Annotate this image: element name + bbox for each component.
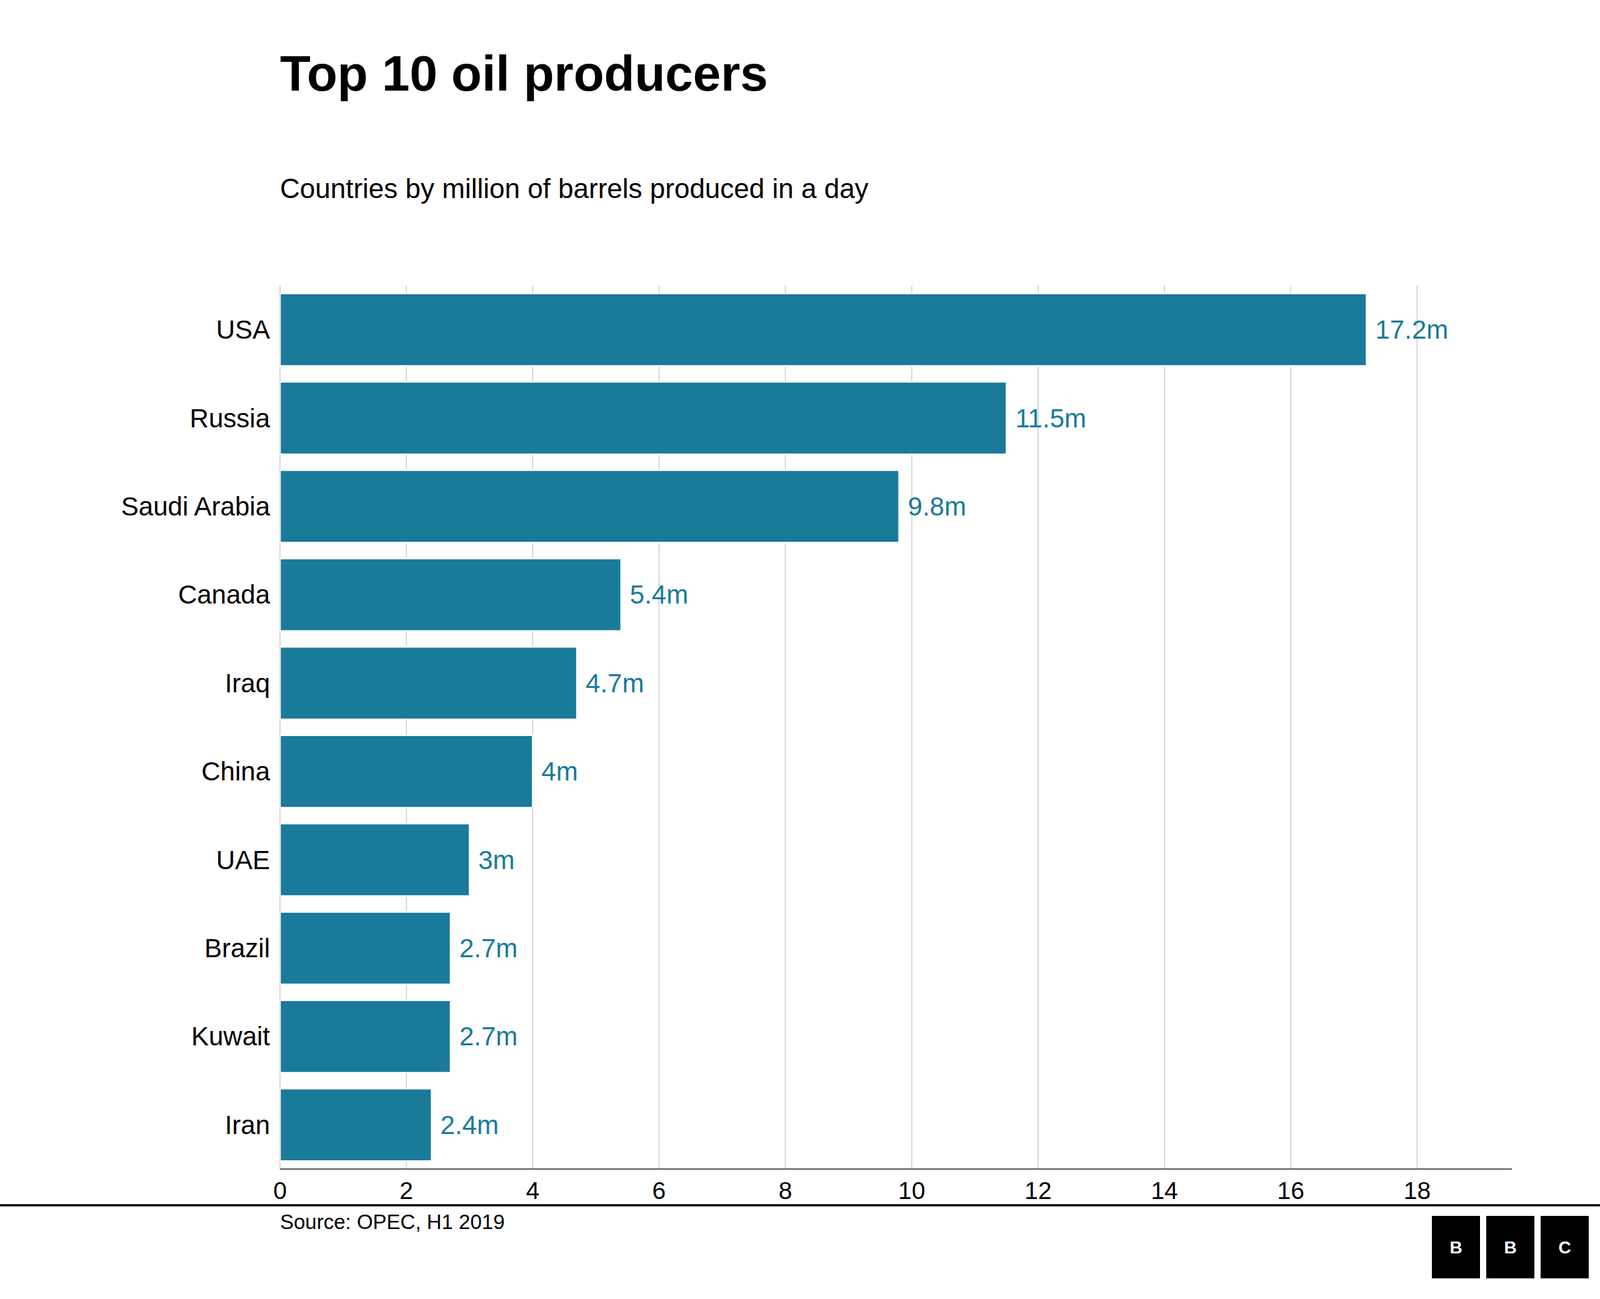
title: Top 10 oil producers [280, 45, 769, 102]
y-tick-label: USA [216, 315, 270, 345]
x-tick-label: 4 [525, 1177, 540, 1205]
y-tick-label: Saudi Arabia [121, 491, 271, 522]
logo-letter: B [1449, 1238, 1462, 1258]
subtitle: Countries by million of barrels produced… [280, 173, 869, 204]
y-tick-label: Russia [190, 403, 271, 434]
x-tick-label: 14 [1150, 1177, 1178, 1205]
y-tick-label: Iran [225, 1110, 270, 1140]
y-tick-label: Kuwait [191, 1021, 270, 1052]
data-label: 3m [478, 845, 515, 875]
logo-letter: B [1503, 1238, 1517, 1258]
bar [280, 293, 1367, 367]
y-tick-label: UAE [216, 845, 270, 875]
data-label: 4m [541, 756, 578, 787]
separator [0, 1204, 1600, 1207]
logo-box [1431, 1216, 1480, 1279]
bar [280, 1000, 451, 1074]
bar [280, 1088, 432, 1162]
y-tick-label: Canada [178, 580, 271, 610]
bar [280, 558, 622, 632]
bar [280, 381, 1007, 455]
x-tick-label: 10 [898, 1177, 925, 1205]
source: Source: OPEC, H1 2019 [280, 1210, 505, 1234]
data-label: 17.2m [1375, 315, 1449, 345]
logo-box [1486, 1216, 1535, 1279]
data-label: 2.7m [459, 1021, 518, 1052]
x-tick-label: 12 [1024, 1177, 1052, 1205]
bar [280, 823, 470, 897]
data-label: 11.5m [1015, 403, 1087, 434]
data-label: 5.4m [630, 580, 689, 610]
background [0, 0, 1600, 1299]
grid-line [1290, 285, 1292, 1170]
data-label: 2.4m [440, 1110, 499, 1140]
logo-letter: C [1558, 1238, 1571, 1258]
x-tick-label: 8 [778, 1177, 793, 1205]
y-tick-label: Brazil [204, 933, 270, 964]
logo-box [1540, 1216, 1589, 1279]
grid-line [1416, 285, 1419, 1170]
bars [280, 293, 1367, 1162]
x-axis-line [280, 1168, 1512, 1170]
y-tick-label: China [201, 756, 270, 787]
chart: Top 10 oil producers Countries by million… [0, 0, 1600, 1299]
grid [280, 285, 1417, 1170]
x-tick-label: 18 [1403, 1177, 1431, 1205]
x-tick-label: 0 [273, 1177, 287, 1205]
data-label: 2.7m [459, 933, 518, 964]
x-tick-label: 6 [652, 1177, 667, 1205]
data-label: 4.7m [585, 668, 644, 699]
x-tick-label: 16 [1277, 1177, 1305, 1205]
logo: BBC [1431, 1216, 1589, 1279]
x-tick-label: 2 [399, 1177, 414, 1205]
bar [280, 735, 533, 809]
grid-line [1163, 285, 1165, 1170]
data-label: 9.8m [908, 491, 967, 522]
bar [280, 912, 451, 985]
bar [280, 646, 577, 720]
labels: 17.2m USA 11.5m Russia 9.8m Saudi Arabia 5.4m C… [121, 315, 1449, 1140]
bar [280, 470, 900, 544]
y-tick-label: Iraq [225, 668, 270, 699]
